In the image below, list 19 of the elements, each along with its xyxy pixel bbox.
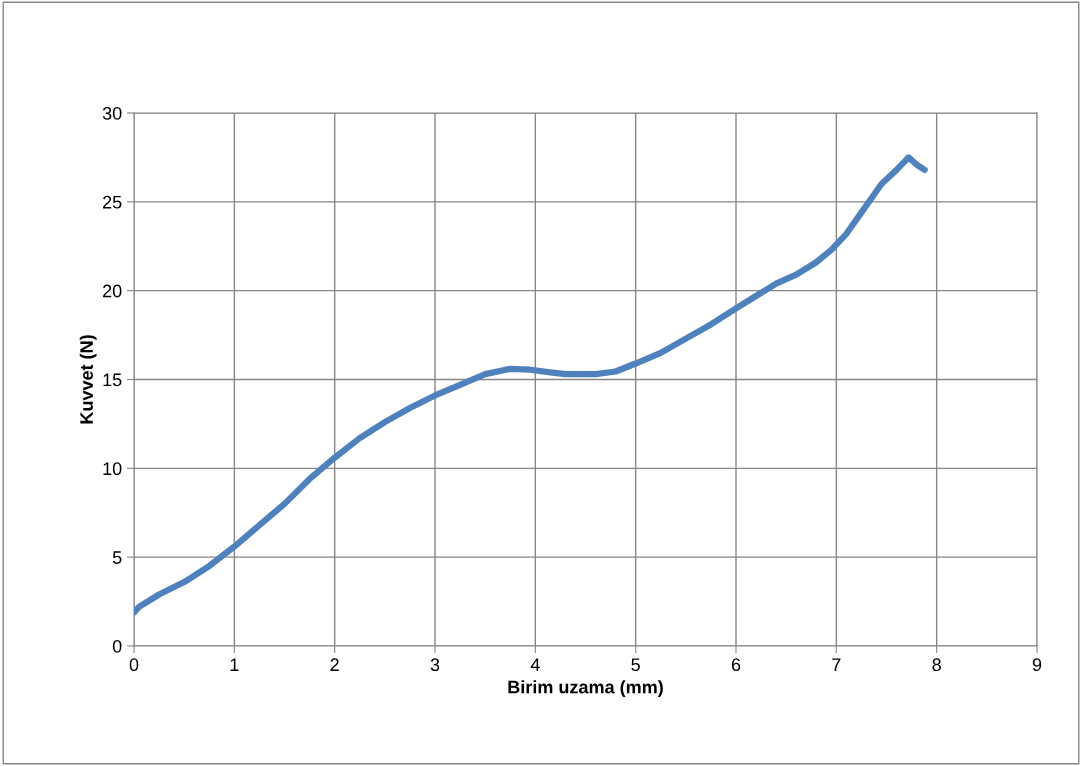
x-tick-label: 4 <box>530 658 540 671</box>
x-axis-title: Birim uzama (mm) <box>508 680 663 698</box>
x-tick-label: 0 <box>129 658 139 672</box>
y-tick-label: 15 <box>103 373 122 387</box>
x-tick-label: 6 <box>731 658 741 672</box>
y-tick-label: 10 <box>103 462 122 476</box>
y-tick-label: 20 <box>103 284 122 298</box>
y-tick-label: 25 <box>103 195 122 209</box>
x-tick-label: 5 <box>631 658 640 672</box>
y-tick-label: 30 <box>102 106 122 120</box>
x-tick-label: 7 <box>832 658 841 671</box>
y-tick-label: 0 <box>112 639 122 653</box>
y-axis-title: Kuvvet (N) <box>79 335 97 424</box>
y-tick-label: 5 <box>112 551 122 564</box>
x-tick-label: 2 <box>330 658 339 671</box>
x-tick-label: 1 <box>230 658 239 671</box>
x-tick-label: 3 <box>430 658 440 672</box>
x-tick-label: 9 <box>1032 658 1042 672</box>
x-tick-label: 8 <box>932 658 941 672</box>
